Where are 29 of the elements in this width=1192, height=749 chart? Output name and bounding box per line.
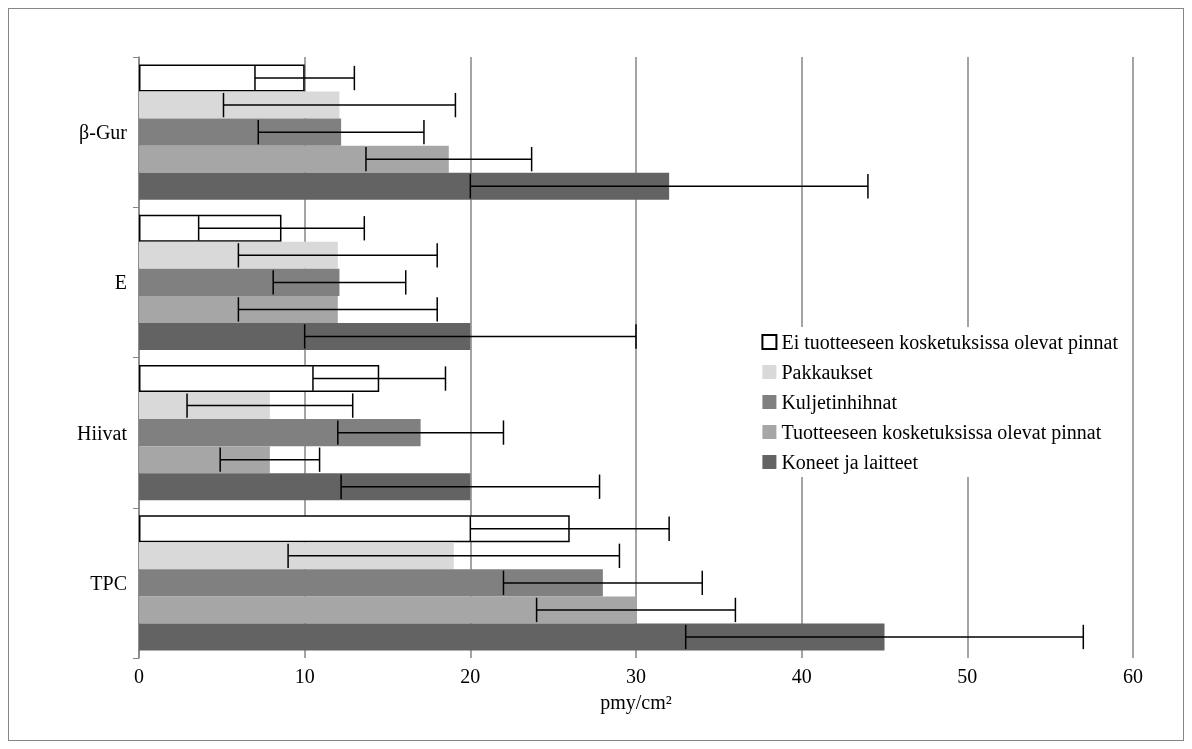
bar xyxy=(139,542,454,570)
y-tick-label: E xyxy=(114,271,127,294)
bar xyxy=(139,91,340,119)
legend-label: Koneet ja laitteet xyxy=(781,451,919,474)
bar xyxy=(139,596,636,624)
bar xyxy=(139,446,270,474)
y-tick-label: TPC xyxy=(90,571,127,594)
legend-label: Pakkaukset xyxy=(781,361,873,383)
y-tick-label: β-Gur xyxy=(79,121,128,145)
bar xyxy=(139,392,270,420)
y-tick-label: Hiivat xyxy=(77,421,128,444)
legend-label: Ei tuotteeseen kosketuksissa olevat pinnat xyxy=(781,331,1119,354)
x-tick-label: 30 xyxy=(626,665,646,687)
legend-label: Tuotteeseen kosketuksissa olevat pinnat xyxy=(781,421,1102,444)
x-tick-label: 60 xyxy=(1123,665,1143,687)
x-tick-label: 10 xyxy=(294,665,315,687)
bar xyxy=(139,322,471,350)
x-axis-title: pmy/cm² xyxy=(600,691,672,714)
bar xyxy=(139,295,338,323)
x-tick-label: 40 xyxy=(791,665,812,687)
x-tick-label: 0 xyxy=(134,665,144,687)
bar xyxy=(139,623,885,651)
bar xyxy=(139,145,449,173)
x-tick-label: 50 xyxy=(957,665,978,687)
bar xyxy=(139,172,670,200)
bar xyxy=(139,473,471,501)
bar xyxy=(139,241,338,269)
legend-label: Kuljetinhihnat xyxy=(781,391,898,414)
x-tick-label: 20 xyxy=(460,665,481,687)
